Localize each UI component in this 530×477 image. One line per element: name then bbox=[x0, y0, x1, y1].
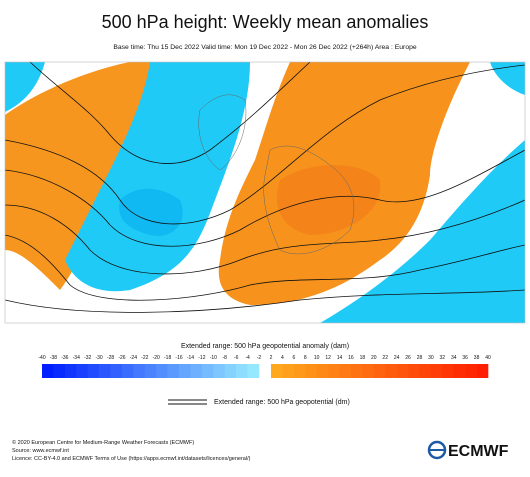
colorbar-segment bbox=[316, 364, 329, 378]
colorbar-tick-label: 20 bbox=[371, 355, 377, 361]
colorbar-tick-label: -38 bbox=[50, 355, 57, 361]
colorbar-tick-label: 40 bbox=[485, 355, 491, 361]
colorbar-segment bbox=[213, 364, 226, 378]
colorbar-tick-label: -36 bbox=[61, 355, 68, 361]
title: 500 hPa height: Weekly mean anomalies bbox=[102, 12, 429, 32]
colorbar-segment bbox=[156, 364, 168, 378]
colorbar-tick-label: -10 bbox=[210, 355, 217, 361]
colorbar-segment bbox=[133, 364, 146, 378]
colorbar-tick-label: -28 bbox=[107, 355, 114, 361]
colorbar-tick-label: -14 bbox=[187, 355, 194, 361]
colorbar-segment bbox=[362, 364, 375, 378]
colorbar-tick-label: 12 bbox=[325, 355, 331, 361]
footer-line: Source: www.ecmwf.int bbox=[12, 448, 69, 454]
colorbar-tick-label: 26 bbox=[405, 355, 411, 361]
colorbar-segment bbox=[373, 364, 386, 378]
colorbar-tick-label: 6 bbox=[292, 355, 295, 361]
colorbar: -40 -38 -36 -34 -32 -30 -28 -26 -24 -22 -20 -18 -16-… bbox=[38, 355, 491, 378]
colorbar-segment bbox=[110, 364, 123, 378]
colorbar-tick-label: 10 bbox=[314, 355, 320, 361]
colorbar-segment bbox=[350, 364, 363, 378]
colorbar-segment bbox=[465, 364, 477, 378]
colorbar-tick-label: 24 bbox=[394, 355, 400, 361]
colorbar-segment bbox=[53, 364, 66, 378]
colorbar-tick-label: -24 bbox=[130, 355, 137, 361]
colorbar-segment bbox=[121, 364, 134, 378]
colorbar-tick-label: 38 bbox=[474, 355, 480, 361]
colorbar-tick-label: -34 bbox=[73, 355, 80, 361]
colorbar-tick-label: -18 bbox=[164, 355, 171, 361]
colorbar-tick-label: 32 bbox=[440, 355, 446, 361]
colorbar-tick-label: 8 bbox=[304, 355, 307, 361]
colorbar-segment bbox=[305, 364, 317, 378]
logo: ECMWF bbox=[427, 440, 509, 460]
colorbar-segment bbox=[430, 364, 443, 378]
logo-text: ECMWF bbox=[448, 443, 509, 460]
colorbar-segment bbox=[87, 364, 100, 378]
colorbar-tick-label: 2 bbox=[270, 355, 273, 361]
colorbar-segment bbox=[476, 364, 489, 378]
colorbar-segment bbox=[99, 364, 111, 378]
colorbar-tick-label: 30 bbox=[428, 355, 434, 361]
colorbar-segment bbox=[271, 364, 283, 378]
colorbar-segment bbox=[42, 364, 54, 378]
colorbar-segment bbox=[201, 364, 214, 378]
colorbar-tick-label: -8 bbox=[223, 355, 228, 361]
colorbar-tick-label: 14 bbox=[337, 355, 343, 361]
colorbar-segment bbox=[247, 364, 260, 378]
colorbar-segment bbox=[396, 364, 409, 378]
colorbar-segment bbox=[179, 364, 191, 378]
colorbar-tick-label: -4 bbox=[245, 355, 250, 361]
colorbar-tick-label: -32 bbox=[84, 355, 91, 361]
colorbar-tick-label: -12 bbox=[198, 355, 205, 361]
colorbar-segment bbox=[408, 364, 420, 378]
legend: Extended range: 500 hPa geopotential (dm… bbox=[168, 399, 350, 406]
colorbar-segment bbox=[328, 364, 340, 378]
colorbar-tick-label: 36 bbox=[462, 355, 468, 361]
colorbar-label: Extended range: 500 hPa geopotential ano… bbox=[181, 343, 349, 350]
colorbar-tick-label: -20 bbox=[153, 355, 160, 361]
colorbar-segment bbox=[236, 364, 248, 378]
colorbar-tick-label: -30 bbox=[95, 355, 102, 361]
colorbar-segment bbox=[76, 364, 88, 378]
colorbar-segment bbox=[190, 364, 203, 378]
colorbar-tick-label: -6 bbox=[234, 355, 239, 361]
map bbox=[4, 61, 526, 324]
subtitle: Base time: Thu 15 Dec 2022 Valid time: M… bbox=[113, 44, 417, 51]
colorbar-segment bbox=[453, 364, 466, 378]
colorbar-tick-label: -26 bbox=[118, 355, 125, 361]
legend-label: Extended range: 500 hPa geopotential (dm… bbox=[214, 399, 350, 406]
footer-line: © 2020 European Centre for Medium-Range … bbox=[12, 439, 194, 446]
colorbar-tick-label: 28 bbox=[417, 355, 423, 361]
colorbar-segment bbox=[282, 364, 295, 378]
footer-line: Licence: CC-BY-4.0 and ECMWF Terms of Us… bbox=[12, 456, 251, 462]
colorbar-segment bbox=[167, 364, 180, 378]
colorbar-tick-label: -16 bbox=[175, 355, 182, 361]
colorbar-segment bbox=[385, 364, 397, 378]
colorbar-segment bbox=[339, 364, 352, 378]
colorbar-tick-label: -22 bbox=[141, 355, 148, 361]
colorbar-segment bbox=[442, 364, 455, 378]
colorbar-tick-label: 16 bbox=[348, 355, 354, 361]
colorbar-segment bbox=[144, 364, 157, 378]
colorbar-segment bbox=[419, 364, 432, 378]
colorbar-tick-label: 34 bbox=[451, 355, 457, 361]
colorbar-tick-label: 22 bbox=[382, 355, 388, 361]
colorbar-tick-label: -40 bbox=[38, 355, 45, 361]
colorbar-tick-label: -2 bbox=[257, 355, 262, 361]
colorbar-tick-label: 18 bbox=[360, 355, 366, 361]
colorbar-segment bbox=[64, 364, 77, 378]
colorbar-segment bbox=[293, 364, 306, 378]
colorbar-segment bbox=[224, 364, 237, 378]
colorbar-tick-label: 4 bbox=[281, 355, 284, 361]
